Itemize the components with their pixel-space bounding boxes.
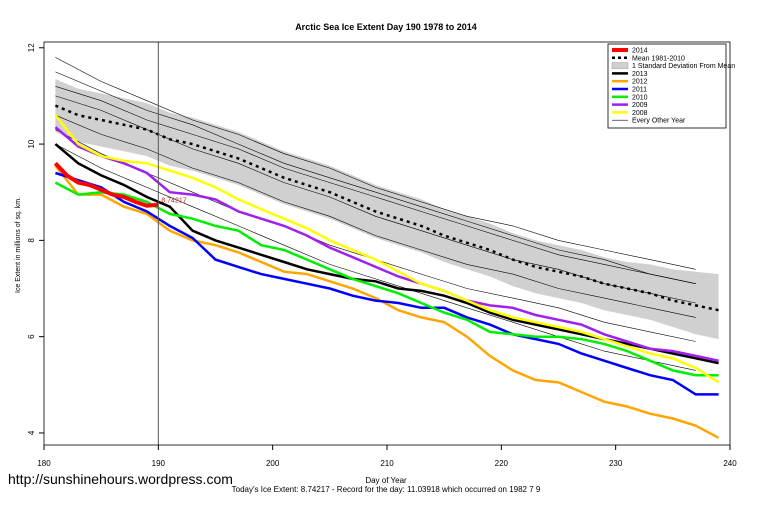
legend-label: 1 Standard Deviation From Mean bbox=[632, 63, 735, 70]
year-line bbox=[54, 126, 719, 362]
chart-title: Arctic Sea Ice Extent Day 190 1978 to 20… bbox=[295, 22, 477, 32]
other-year-line bbox=[55, 143, 696, 371]
y-tick-label: 4 bbox=[27, 430, 36, 435]
other-year-line bbox=[55, 114, 696, 318]
year-line bbox=[54, 114, 720, 384]
legend-label: 2011 bbox=[632, 87, 647, 94]
legend-label: 2012 bbox=[632, 79, 648, 86]
year-line bbox=[55, 171, 719, 396]
year-line bbox=[54, 164, 720, 439]
legend-label: Every Other Year bbox=[632, 118, 686, 125]
other-year-line bbox=[55, 57, 696, 270]
mean-line bbox=[54, 104, 719, 312]
year-line bbox=[54, 181, 719, 377]
footer: Today's Ice Extent: 8.74217 - Record for… bbox=[232, 485, 541, 494]
x-tick-label: 240 bbox=[723, 459, 737, 468]
sd-band bbox=[55, 79, 719, 340]
x-tick-label: 210 bbox=[380, 459, 394, 468]
legend-label: Mean 1981-2010 bbox=[632, 55, 685, 62]
legend-label: 2009 bbox=[632, 102, 648, 109]
y-tick-label: 12 bbox=[27, 43, 36, 52]
y-tick-label: 10 bbox=[27, 139, 36, 148]
legend-label: 2014 bbox=[632, 48, 648, 55]
y-tick-label: 8 bbox=[27, 238, 36, 243]
other-year-line bbox=[55, 71, 696, 284]
year-line bbox=[54, 143, 719, 365]
x-tick-label: 200 bbox=[266, 459, 280, 468]
y-axis-label: Ice Extent in millions of sq. km. bbox=[15, 197, 22, 293]
x-tick-label: 220 bbox=[495, 459, 509, 468]
y-tick-label: 6 bbox=[27, 334, 36, 339]
x-tick-label: 180 bbox=[37, 459, 51, 468]
legend-swatch bbox=[611, 62, 629, 69]
x-tick-label: 230 bbox=[609, 459, 623, 468]
annotation: 8.74217 bbox=[161, 198, 186, 205]
x-axis-label: Day of Year bbox=[365, 476, 407, 485]
current-year-line bbox=[53, 161, 159, 208]
x-tick-label: 190 bbox=[152, 459, 166, 468]
legend-box bbox=[607, 43, 727, 129]
other-year-line bbox=[55, 86, 696, 284]
legend-label: 2013 bbox=[632, 71, 648, 78]
legend-label: 2008 bbox=[632, 110, 648, 117]
watermark: http://sunshinehours.wordpress.com bbox=[8, 471, 233, 487]
legend-label: 2010 bbox=[632, 94, 648, 101]
